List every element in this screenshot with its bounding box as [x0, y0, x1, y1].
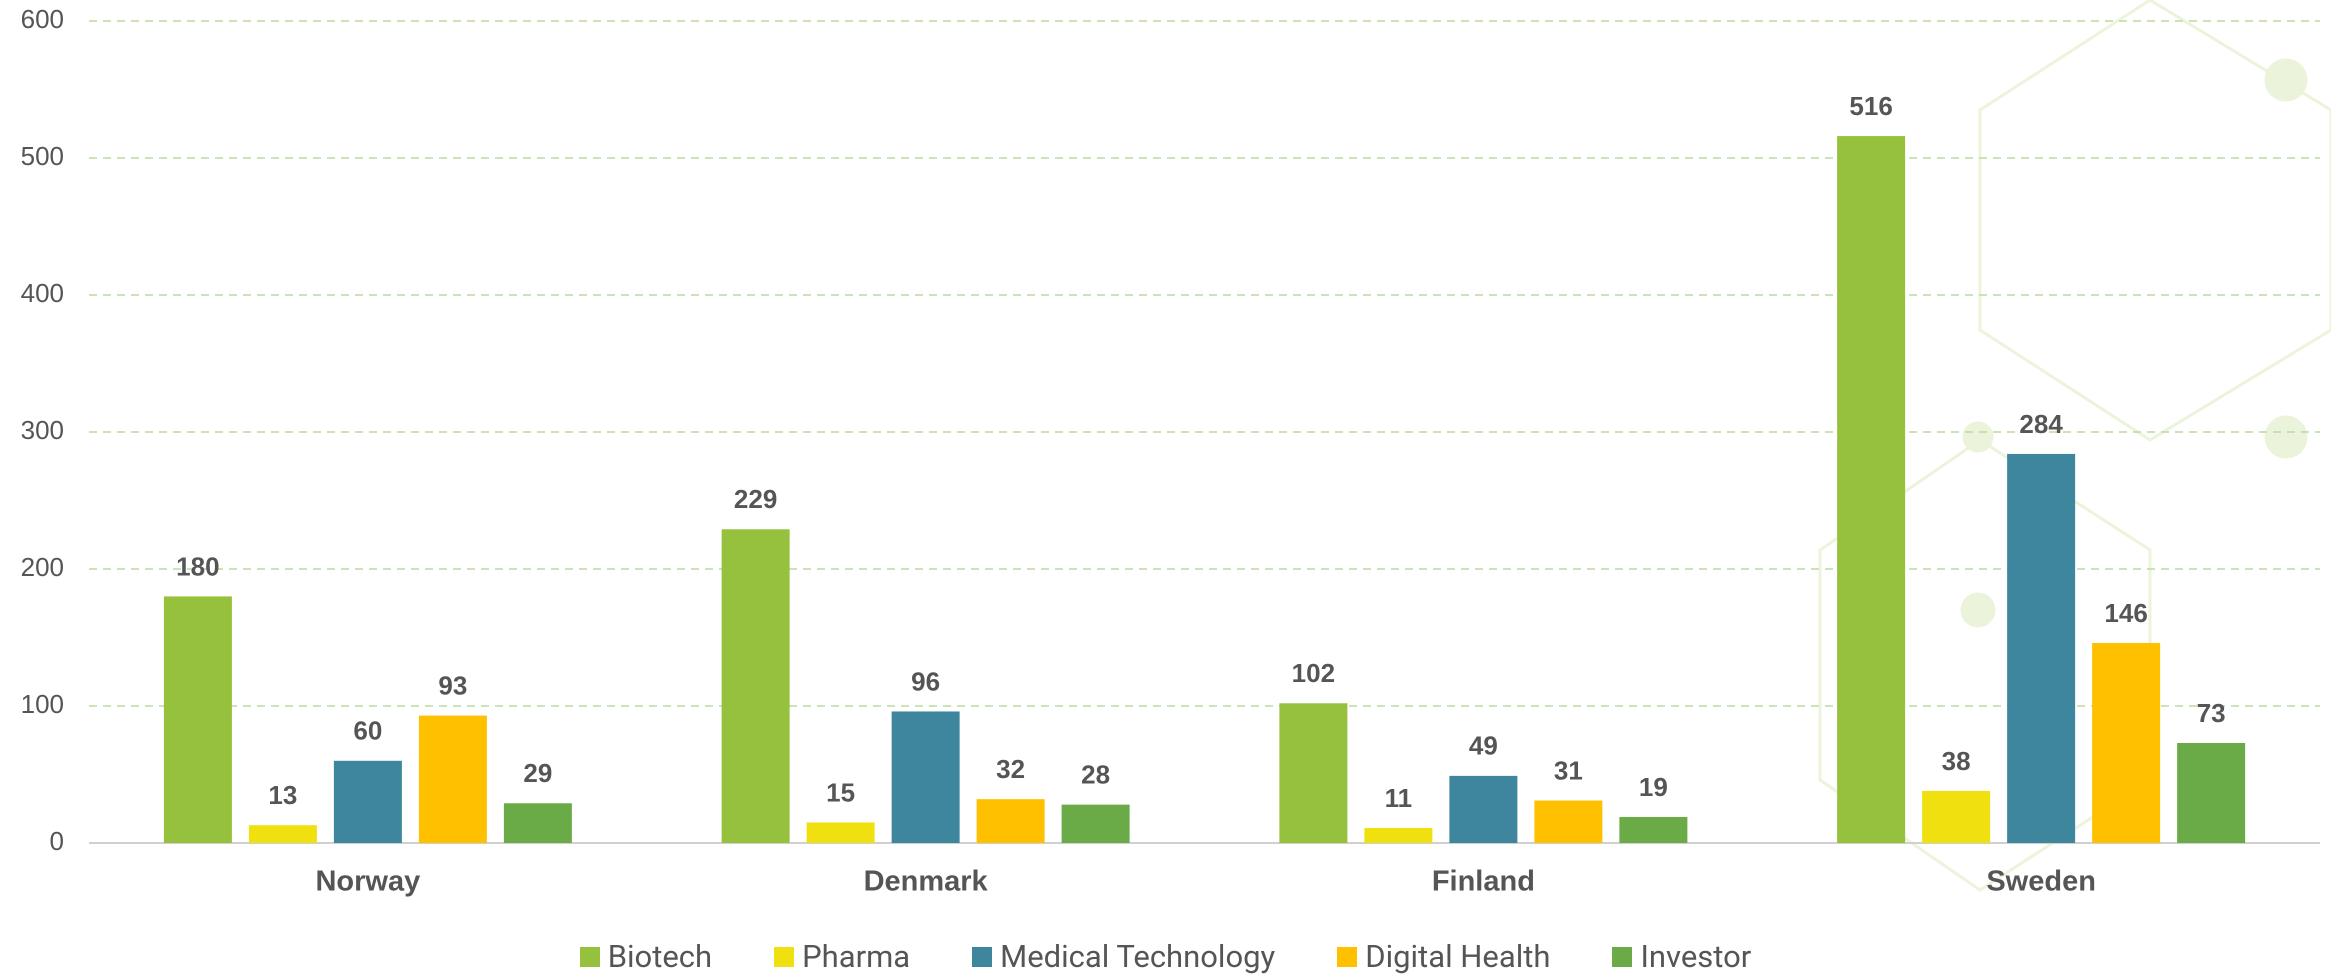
- bar: [1534, 801, 1602, 843]
- chart: 0 100 200 300 400 500 600 Norway 180 13 60 93 29 Denm…: [0, 0, 2331, 974]
- data-label: 49: [1469, 731, 1498, 761]
- bar: [1279, 703, 1347, 843]
- data-label: 60: [353, 716, 382, 746]
- legend-label: Medical Technology: [1000, 938, 1275, 974]
- bar: [2177, 743, 2245, 843]
- data-label: 31: [1554, 755, 1583, 785]
- bar: [977, 799, 1045, 843]
- y-tick-label: 500: [21, 141, 64, 171]
- x-tick-label: Sweden: [1986, 866, 2096, 898]
- bar: [892, 711, 960, 843]
- legend-item: Medical Technology: [972, 938, 1275, 974]
- bar: [1922, 791, 1990, 843]
- data-label: 93: [438, 670, 467, 700]
- data-label: 146: [2104, 598, 2147, 628]
- data-label: 32: [996, 754, 1025, 784]
- bar: [2092, 643, 2160, 843]
- data-label: 19: [1639, 772, 1668, 802]
- legend-label: Biotech: [608, 938, 712, 974]
- data-label: 516: [1849, 91, 1892, 121]
- legend-swatch: [1337, 947, 1357, 967]
- x-tick-label: Norway: [315, 866, 420, 898]
- data-label: 229: [734, 484, 777, 514]
- data-label: 284: [2019, 409, 2063, 439]
- y-tick-label: 400: [21, 278, 64, 308]
- legend-swatch: [1612, 947, 1632, 967]
- bar: [334, 761, 402, 843]
- legend-item: Digital Health: [1337, 938, 1550, 974]
- x-tick-label: Finland: [1432, 866, 1535, 898]
- bar: [1364, 828, 1432, 843]
- data-label: 28: [1081, 760, 1110, 790]
- y-tick-label: 300: [21, 415, 64, 445]
- page: 0 100 200 300 400 500 600 Norway 180 13 60 93 29 Denm…: [0, 0, 2331, 974]
- legend-label: Pharma: [802, 938, 910, 974]
- legend: Biotech Pharma Medical Technology Digital H…: [0, 938, 2331, 974]
- data-label: 73: [2197, 698, 2226, 728]
- legend-swatch: [972, 947, 992, 967]
- bar: [164, 596, 232, 843]
- bar: [249, 825, 317, 843]
- data-label: 15: [826, 777, 855, 807]
- data-label: 102: [1292, 658, 1335, 688]
- bar: [722, 529, 790, 843]
- data-label: 13: [268, 780, 297, 810]
- bar: [419, 716, 487, 843]
- data-label: 38: [1942, 746, 1971, 776]
- x-tick-label: Denmark: [864, 866, 989, 898]
- legend-label: Investor: [1640, 938, 1751, 974]
- legend-swatch: [774, 947, 794, 967]
- legend-swatch: [580, 947, 600, 967]
- y-tick-label: 0: [50, 826, 64, 856]
- bar: [1837, 136, 1905, 843]
- data-label: 180: [176, 551, 219, 581]
- legend-item: Biotech: [580, 938, 712, 974]
- data-label: 11: [1385, 783, 1413, 813]
- y-tick-label: 600: [21, 4, 64, 34]
- y-tick-label: 200: [21, 552, 64, 582]
- bar: [1449, 776, 1517, 843]
- legend-label: Digital Health: [1365, 938, 1550, 974]
- bar: [1062, 805, 1130, 843]
- data-label: 96: [911, 666, 940, 696]
- y-tick-label: 100: [21, 689, 64, 719]
- bar: [1619, 817, 1687, 843]
- data-label: 29: [523, 758, 552, 788]
- bar: [807, 822, 875, 843]
- legend-item: Investor: [1612, 938, 1751, 974]
- legend-item: Pharma: [774, 938, 910, 974]
- bar: [2007, 454, 2075, 843]
- bar: [504, 803, 572, 843]
